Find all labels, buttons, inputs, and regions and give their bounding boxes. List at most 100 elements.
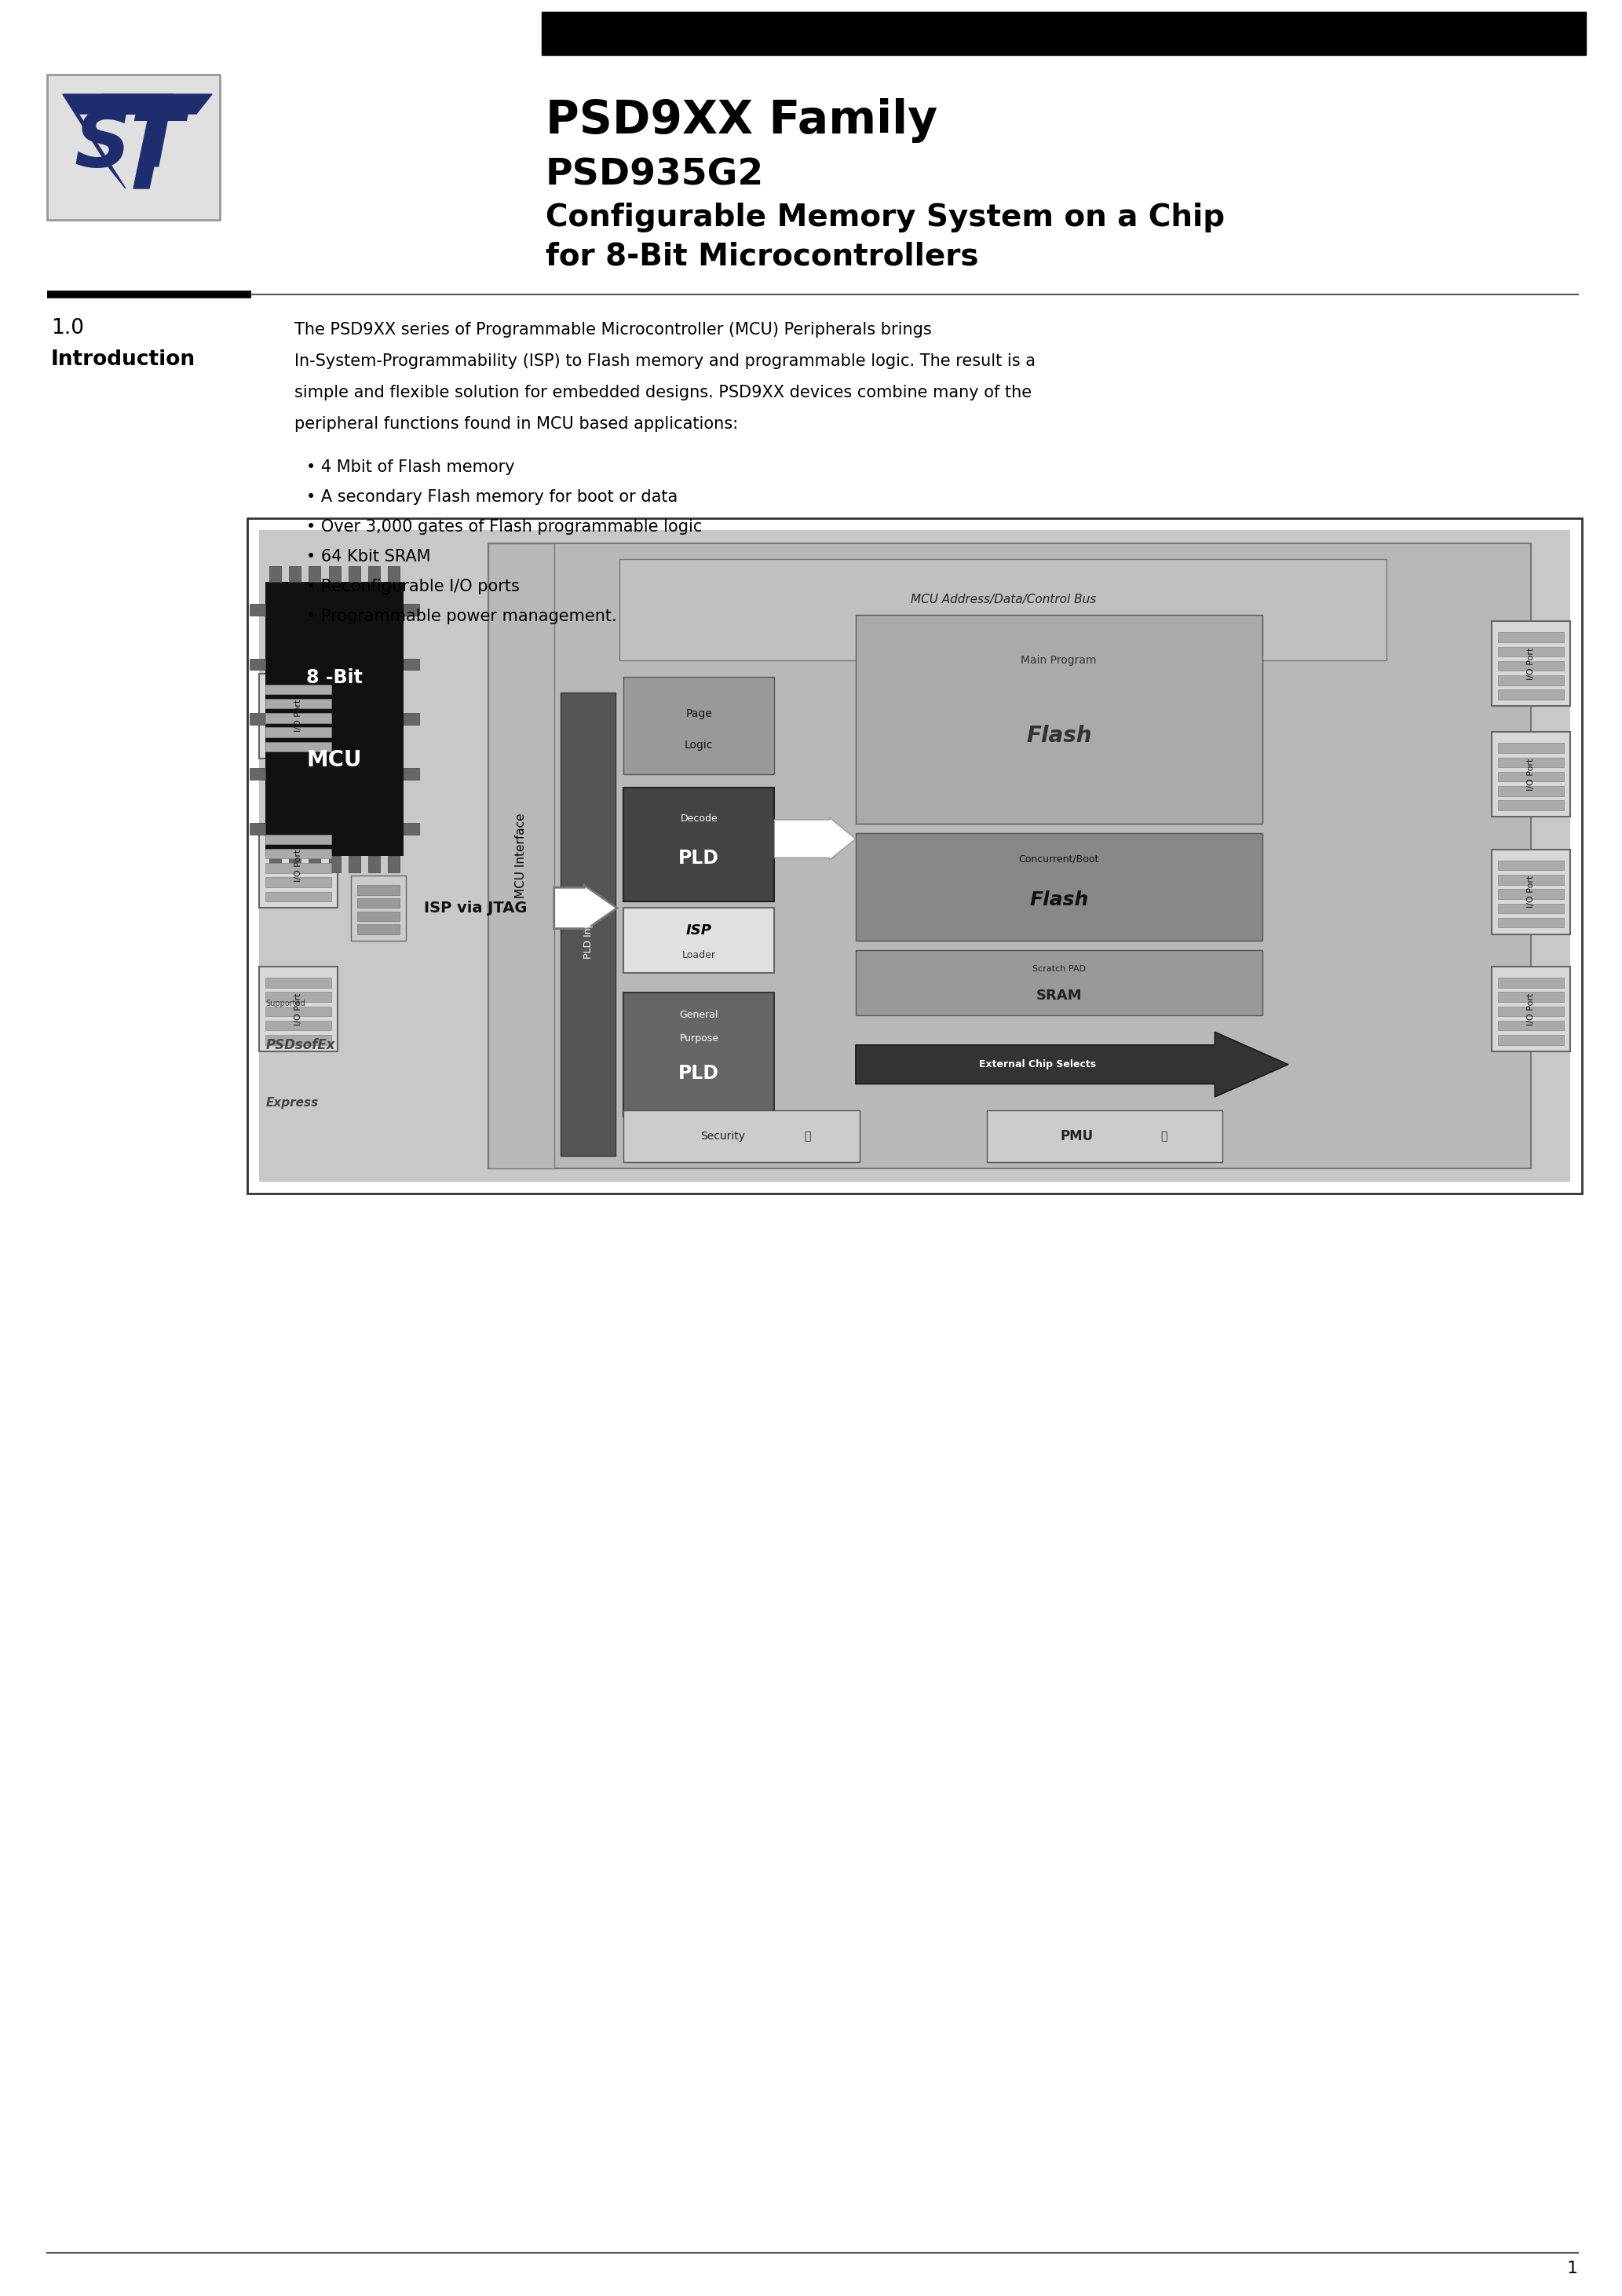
Bar [266,1006,331,1017]
Polygon shape [102,94,212,115]
Text: Page: Page [686,709,712,719]
Bar [329,856,341,872]
Bar [47,73,221,220]
Bar [289,856,302,872]
Text: ST: ST [75,108,185,184]
Text: Loader: Loader [683,951,715,960]
Text: Supported: Supported [266,999,305,1008]
Text: I/O Port: I/O Port [295,992,302,1026]
Text: ISP via JTAG: ISP via JTAG [423,900,527,916]
Bar [250,822,266,833]
Bar [623,677,774,774]
Text: PSDsofEx: PSDsofEx [266,1038,336,1052]
Text: PLD Input Bus: PLD Input Bus [582,891,594,957]
Bar [1499,785,1564,797]
Text: • 64 Kbit SRAM: • 64 Kbit SRAM [307,549,430,565]
Text: • Programmable power management.: • Programmable power management. [307,608,616,625]
Bar [266,684,331,693]
Polygon shape [133,115,165,188]
Text: peripheral functions found in MCU based applications:: peripheral functions found in MCU based … [295,416,738,432]
Bar [250,604,266,615]
Bar [388,856,399,872]
Bar [266,714,331,723]
Text: 🛢: 🛢 [1160,1130,1168,1141]
Bar [1499,661,1564,670]
Bar [266,877,331,886]
Bar [1499,631,1564,643]
Bar [488,544,1531,1169]
Bar [856,833,1262,941]
Text: I/O Port: I/O Port [1526,647,1534,680]
Text: Concurrent/Boot: Concurrent/Boot [1019,854,1100,863]
Polygon shape [856,1031,1288,1097]
Text: SRAM: SRAM [1036,990,1082,1003]
Bar [623,992,774,1116]
Bar [247,519,1581,1194]
Text: Main Program: Main Program [1020,654,1096,666]
Bar [329,565,341,583]
Text: 8 -Bit: 8 -Bit [307,668,363,687]
Text: simple and flexible solution for embedded designs. PSD9XX devices combine many o: simple and flexible solution for embedde… [295,386,1032,400]
Bar [266,1022,331,1031]
Bar [266,698,331,709]
Bar [266,891,331,902]
Bar [1499,758,1564,767]
Polygon shape [555,886,616,930]
Bar [368,856,380,872]
Text: The PSD9XX series of Programmable Microcontroller (MCU) Peripherals brings: The PSD9XX series of Programmable Microc… [295,321,931,338]
Bar [1499,918,1564,928]
Polygon shape [63,94,125,188]
Bar [1499,875,1564,884]
Text: MCU Address/Data/Control Bus: MCU Address/Data/Control Bus [910,595,1096,606]
Text: • 4 Mbit of Flash memory: • 4 Mbit of Flash memory [307,459,514,475]
Bar [308,856,321,872]
Bar [357,898,399,907]
Text: 1.0: 1.0 [50,319,84,338]
Bar [350,875,406,941]
Bar [1499,1022,1564,1031]
Bar [404,659,418,670]
Bar [266,1035,331,1045]
Text: I/O Port: I/O Port [1526,875,1534,907]
Bar [488,544,555,1169]
Text: Flash: Flash [1027,726,1092,746]
Text: Purpose: Purpose [680,1033,719,1045]
Bar [266,850,331,859]
Text: • Over 3,000 gates of Flash programmable logic: • Over 3,000 gates of Flash programmable… [307,519,702,535]
Bar [349,565,360,583]
Bar [561,693,616,1155]
Text: Security: Security [701,1130,744,1141]
Bar [357,925,399,934]
Text: Decode: Decode [680,813,717,824]
Bar [357,886,399,895]
Bar [1499,801,1564,810]
Bar [250,714,266,726]
Bar [266,728,331,737]
Text: General: General [680,1010,719,1019]
Text: ISP: ISP [686,923,712,937]
Polygon shape [774,817,856,861]
Text: I/O Port: I/O Port [1526,758,1534,790]
Text: PSD935G2: PSD935G2 [545,156,764,193]
Bar [1492,732,1570,817]
Bar [856,951,1262,1015]
Text: MCU Interface: MCU Interface [516,813,527,898]
Bar [269,856,281,872]
Bar [623,788,774,902]
Text: Express: Express [266,1097,318,1109]
Text: • Reconfigurable I/O ports: • Reconfigurable I/O ports [307,579,519,595]
Text: Logic: Logic [684,739,714,751]
Bar [357,912,399,921]
Text: Introduction: Introduction [50,349,196,370]
Bar [1499,647,1564,657]
Text: 🔒: 🔒 [805,1130,811,1141]
Bar [986,1109,1223,1162]
Bar [250,659,266,670]
Bar [404,714,418,726]
Bar [1492,850,1570,934]
Text: for 8-Bit Microcontrollers: for 8-Bit Microcontrollers [545,241,978,271]
Bar [404,604,418,615]
Bar [1499,744,1564,753]
Bar [1499,771,1564,781]
Bar [404,767,418,781]
